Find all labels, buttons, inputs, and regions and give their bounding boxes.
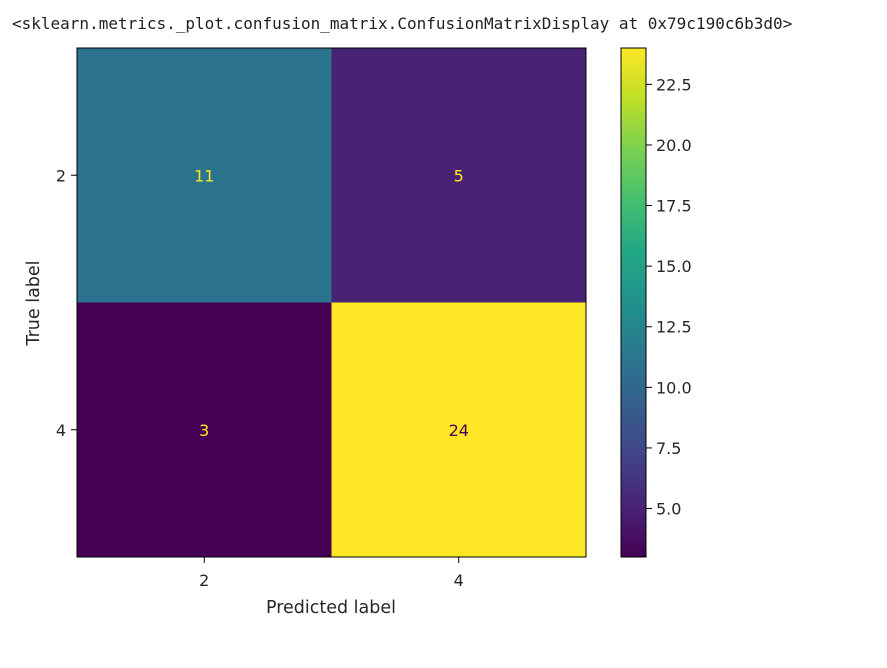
colorbar-tick-label: 15.0: [656, 257, 692, 276]
heatmap-cell: [77, 302, 332, 557]
colorbar-tick-label: 5.0: [656, 500, 681, 519]
heatmap-cells: 11 5 3 24: [77, 48, 586, 557]
colorbar: [620, 47, 647, 558]
heatmap-cell: [331, 48, 586, 303]
cell-value-label: 11: [194, 166, 214, 185]
colorbar-tick-label: 10.0: [656, 378, 692, 397]
y-tick-label: 4: [56, 421, 66, 440]
colorbar-ticks: 5.0 7.5 10.0 12.5 15.0 17.5 20.0 22.5: [646, 75, 692, 519]
colorbar-tick-label: 20.0: [656, 136, 692, 155]
colorbar-tick-label: 17.5: [656, 197, 692, 216]
y-axis-label: True label: [24, 260, 44, 346]
cell-value-label: 3: [199, 421, 209, 440]
output-repr-text: <sklearn.metrics._plot.confusion_matrix.…: [12, 14, 793, 33]
y-tick-label: 2: [56, 166, 66, 185]
colorbar-tick-label: 12.5: [656, 318, 692, 337]
plot-frame: [76, 47, 587, 558]
heatmap-cell: [331, 302, 586, 557]
x-tick-label: 4: [454, 571, 464, 590]
y-axis-ticks: 24: [56, 166, 77, 440]
heatmap-cell: [77, 48, 332, 303]
x-axis-label: Predicted label: [266, 598, 396, 618]
cell-value-label: 5: [454, 166, 464, 185]
colorbar-tick-label: 7.5: [656, 439, 681, 458]
colorbar-tick-label: 22.5: [656, 75, 692, 94]
cell-value-label: 24: [449, 421, 469, 440]
x-tick-label: 2: [199, 571, 209, 590]
